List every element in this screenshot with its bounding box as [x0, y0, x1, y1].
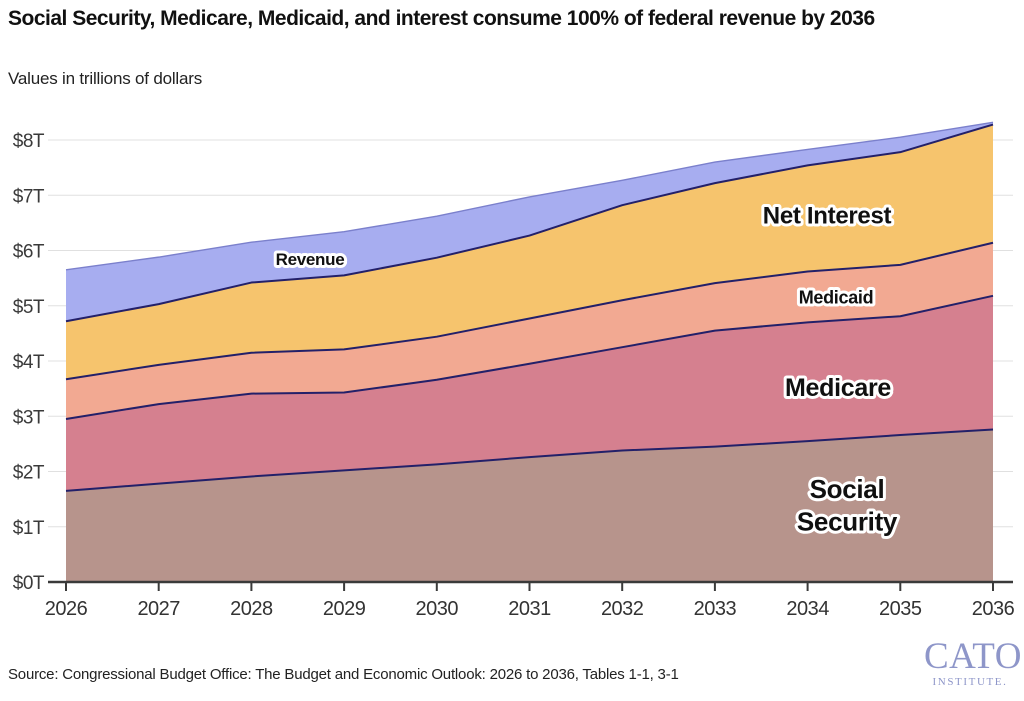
y-axis-tick-label: $4T [13, 352, 45, 373]
area-label-medicaid: Medicaid [799, 287, 874, 307]
chart-subtitle: Values in trillions of dollars [8, 69, 202, 88]
y-axis-tick-label: $8T [13, 131, 45, 152]
x-axis-tick-label: 2026 [45, 598, 88, 620]
area-medicaid [66, 242, 993, 420]
y-axis-tick-label: $2T [13, 463, 45, 484]
y-axis-tick-label: $6T [13, 242, 45, 263]
cato-institute-logo: CATO INSTITUTE. [924, 636, 1022, 688]
y-axis-tick-label: $1T [13, 518, 45, 539]
area-label-social-security: Social Security [797, 474, 898, 536]
area-label-revenue: Revenue [276, 250, 345, 269]
revenue-line [65, 121, 994, 271]
x-axis-tick-label: 2031 [508, 598, 551, 620]
logo-wordmark: CATO [924, 636, 1022, 677]
y-axis-tick-label: $3T [13, 407, 45, 428]
area-label-medicare: Medicare [785, 374, 891, 402]
x-axis-tick-label: 2027 [137, 598, 180, 620]
source-text: Source: Congressional Budget Office: The… [8, 666, 679, 683]
area-revenue-gap [66, 122, 993, 322]
logo-subtext: INSTITUTE. [932, 676, 1008, 688]
x-axis-tick-label: 2032 [601, 598, 644, 620]
x-axis-tick-label: 2036 [972, 598, 1015, 620]
x-axis-tick-label: 2030 [416, 598, 459, 620]
y-axis-tick-label: $0T [13, 573, 45, 594]
boundary-line-medicare [65, 294, 994, 420]
x-axis-tick-label: 2028 [230, 598, 273, 620]
x-axis-tick-label: 2029 [323, 598, 366, 620]
area-label-net-interest: Net Interest [763, 202, 892, 229]
y-axis-tick-label: $7T [13, 186, 45, 207]
x-axis-tick-label: 2035 [879, 598, 922, 620]
area-social-security [66, 429, 993, 582]
page-title: Social Security, Medicare, Medicaid, and… [8, 7, 875, 30]
area-net-interest [66, 124, 993, 380]
x-axis-tick-label: 2034 [786, 598, 829, 620]
boundary-line-net-interest [65, 123, 994, 323]
y-axis-tick-label: $5T [13, 297, 45, 318]
boundary-line-social-security [65, 428, 994, 492]
boundary-line-medicaid [65, 241, 994, 381]
area-medicare [66, 295, 993, 491]
x-axis-tick-label: 2033 [694, 598, 737, 620]
